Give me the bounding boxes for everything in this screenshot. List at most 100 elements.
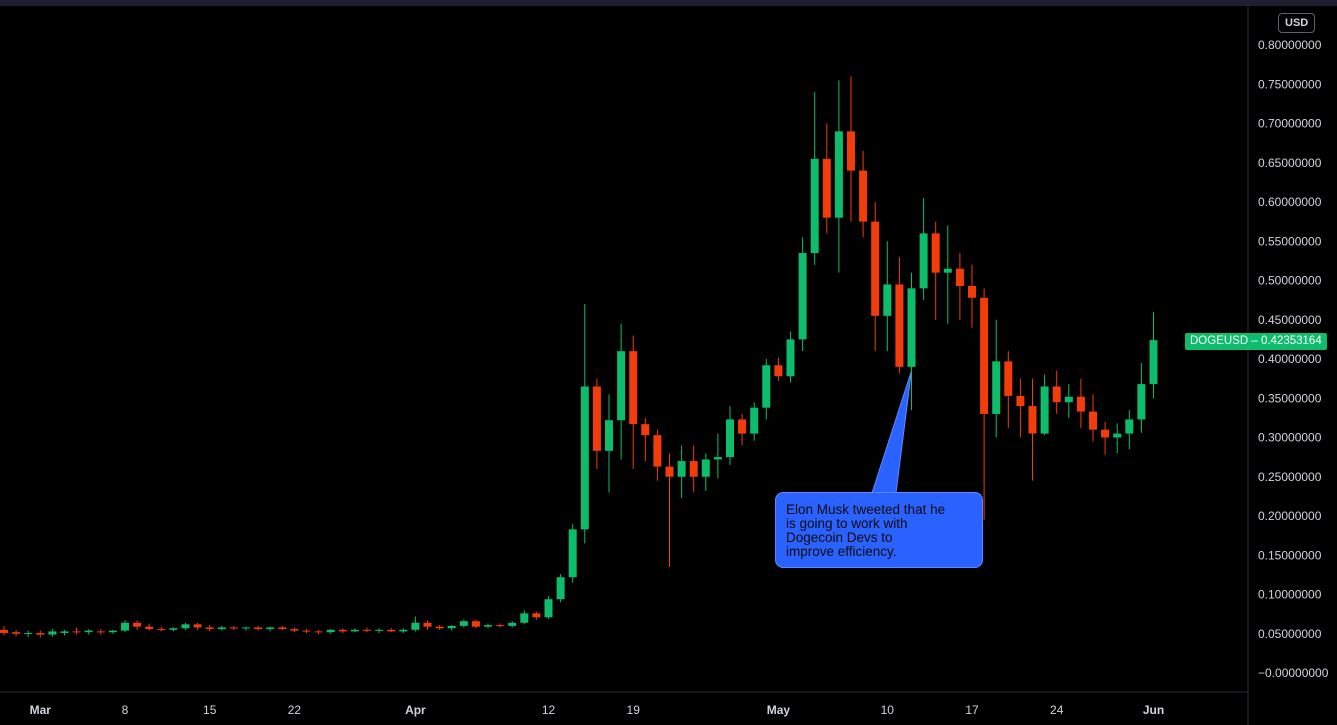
candle[interactable]: [859, 150, 868, 238]
candle[interactable]: [399, 628, 408, 633]
candle[interactable]: [641, 417, 650, 462]
candle[interactable]: [895, 256, 904, 374]
candle[interactable]: [1113, 423, 1122, 454]
candle[interactable]: [520, 610, 529, 625]
candle[interactable]: [375, 628, 384, 633]
candle[interactable]: [60, 629, 69, 636]
candle[interactable]: [786, 331, 795, 383]
candle[interactable]: [435, 625, 444, 630]
candle[interactable]: [883, 241, 892, 352]
candle[interactable]: [108, 629, 117, 634]
candle[interactable]: [254, 625, 263, 631]
candle[interactable]: [423, 620, 432, 630]
candle[interactable]: [762, 359, 771, 420]
time-axis[interactable]: Mar 8 15 22 Apr 12 19 May 10 17 24 Jun: [30, 703, 1165, 717]
candle[interactable]: [1064, 384, 1073, 418]
candle[interactable]: [750, 402, 759, 441]
candle[interactable]: [193, 622, 202, 630]
candle[interactable]: [205, 625, 214, 632]
candle[interactable]: [713, 433, 722, 479]
candle[interactable]: [1149, 311, 1158, 399]
candle[interactable]: [217, 625, 226, 631]
candle[interactable]: [532, 611, 541, 620]
candle[interactable]: [617, 323, 626, 460]
candle[interactable]: [847, 76, 855, 222]
candle[interactable]: [484, 623, 492, 629]
candle[interactable]: [1101, 421, 1110, 455]
candle[interactable]: [471, 619, 480, 629]
candle[interactable]: [302, 629, 311, 633]
candle[interactable]: [133, 620, 142, 630]
candle[interactable]: [968, 264, 976, 328]
price-axis[interactable]: 0.80000000 0.75000000 0.70000000 0.65000000…: [1258, 38, 1329, 680]
candle[interactable]: [145, 623, 154, 631]
candle[interactable]: [96, 629, 105, 635]
candle[interactable]: [774, 357, 783, 381]
candle[interactable]: [314, 629, 323, 635]
candle[interactable]: [689, 445, 698, 493]
annotation-callout[interactable]: Elon Musk tweeted that he is going to wo…: [775, 492, 983, 568]
candle[interactable]: [157, 626, 166, 632]
candle[interactable]: [629, 335, 638, 469]
candle[interactable]: [955, 253, 964, 320]
candle[interactable]: [592, 378, 601, 469]
candle[interactable]: [701, 453, 710, 491]
candle[interactable]: [738, 413, 747, 446]
candle[interactable]: [992, 319, 1001, 438]
candle[interactable]: [84, 629, 93, 635]
candle[interactable]: [508, 621, 517, 628]
candle[interactable]: [822, 123, 831, 234]
candle[interactable]: [653, 429, 662, 481]
candle[interactable]: [121, 620, 129, 633]
candle[interactable]: [556, 574, 565, 603]
candle[interactable]: [544, 596, 553, 619]
candle[interactable]: [1076, 378, 1085, 429]
candle[interactable]: [1125, 410, 1134, 450]
candle[interactable]: [169, 627, 178, 632]
currency-badge[interactable]: USD: [1278, 13, 1316, 33]
candle[interactable]: [931, 221, 940, 320]
candle[interactable]: [980, 288, 989, 520]
candle[interactable]: [726, 406, 734, 465]
candle[interactable]: [48, 629, 57, 637]
candle[interactable]: [919, 198, 928, 301]
candle[interactable]: [907, 272, 916, 411]
candle[interactable]: [1028, 378, 1037, 481]
candle[interactable]: [1016, 378, 1025, 438]
candle[interactable]: [338, 628, 347, 633]
candle[interactable]: [72, 627, 81, 635]
candle[interactable]: [580, 304, 589, 544]
candle[interactable]: [1004, 351, 1013, 429]
candle[interactable]: [290, 627, 299, 633]
candle[interactable]: [0, 625, 8, 636]
candle[interactable]: [496, 623, 505, 628]
candle[interactable]: [326, 629, 335, 634]
candle[interactable]: [36, 630, 45, 638]
candle[interactable]: [363, 627, 371, 633]
candle[interactable]: [242, 626, 250, 631]
candle[interactable]: [810, 92, 819, 265]
candle[interactable]: [665, 453, 674, 568]
candle[interactable]: [266, 626, 275, 632]
candle[interactable]: [181, 622, 190, 630]
candle[interactable]: [568, 523, 577, 583]
candle[interactable]: [1052, 370, 1061, 414]
candle[interactable]: [447, 625, 456, 631]
candle[interactable]: [229, 625, 238, 630]
candle[interactable]: [834, 80, 843, 273]
candle[interactable]: [605, 394, 613, 493]
candle[interactable]: [411, 616, 420, 632]
candle[interactable]: [459, 619, 468, 628]
candle[interactable]: [798, 237, 807, 352]
candle[interactable]: [943, 225, 952, 324]
candle[interactable]: [278, 625, 287, 630]
candle[interactable]: [871, 202, 880, 352]
candle[interactable]: [1089, 394, 1097, 442]
candle[interactable]: [350, 628, 359, 633]
candle[interactable]: [12, 629, 21, 637]
candle[interactable]: [24, 630, 33, 637]
candle[interactable]: [677, 445, 686, 498]
candle[interactable]: [1137, 362, 1146, 433]
candle[interactable]: [1040, 374, 1049, 436]
